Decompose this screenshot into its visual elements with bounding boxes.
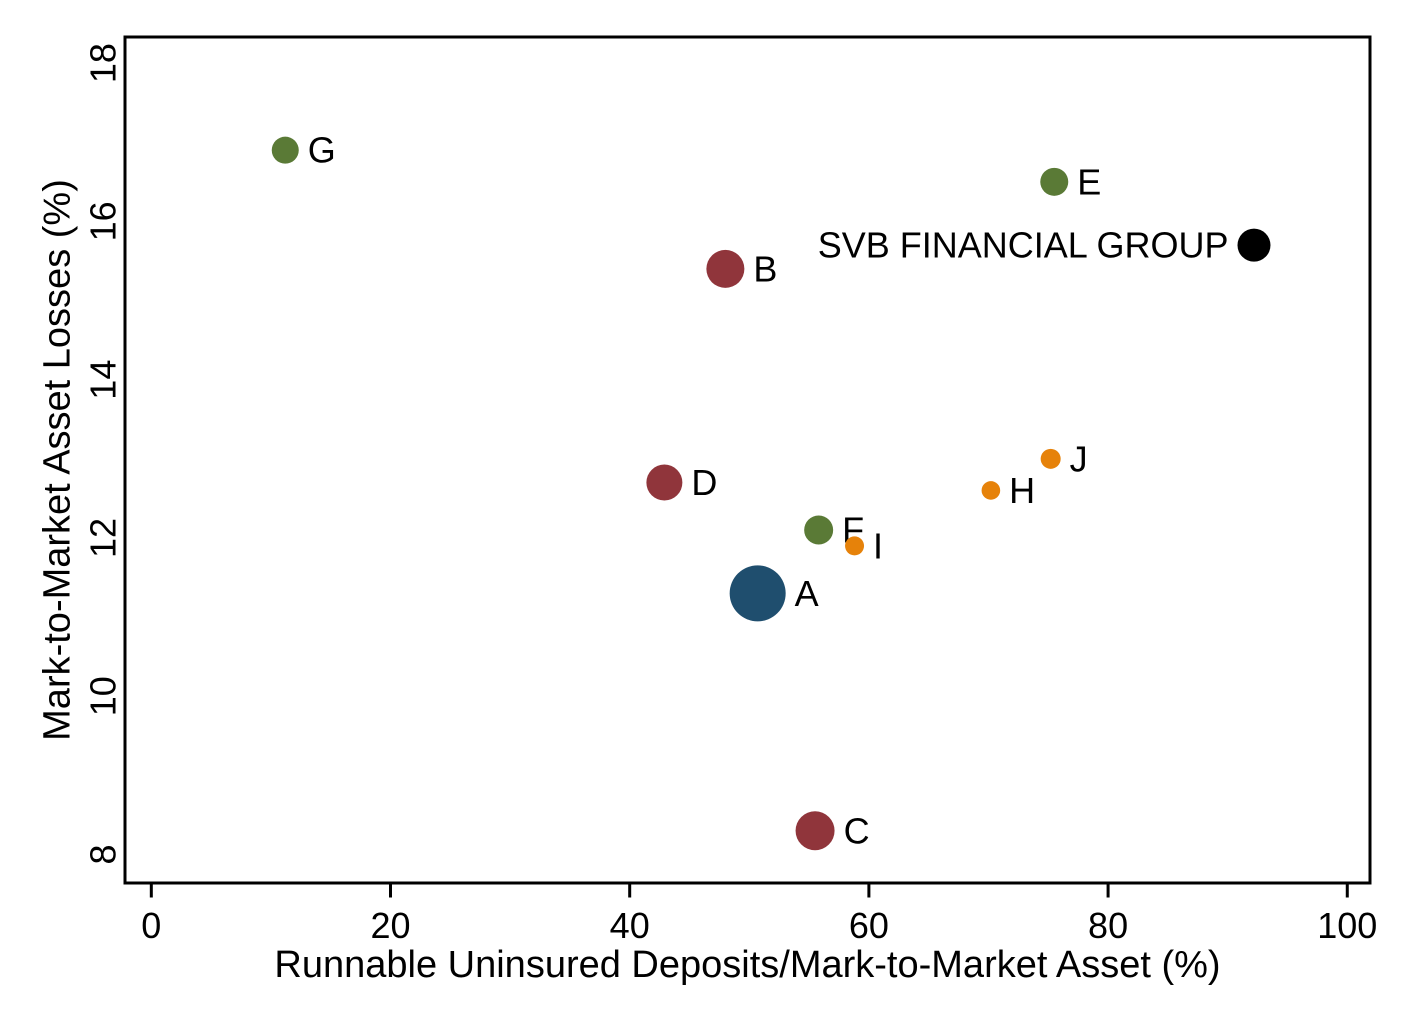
point-b [706, 249, 745, 288]
point-d [646, 464, 683, 501]
x-tick-label-80: 80 [1088, 905, 1128, 946]
point-e [1040, 167, 1069, 196]
x-axis-title: Runnable Uninsured Deposits/Mark-to-Mark… [274, 944, 1221, 986]
point-label-d: D [691, 462, 717, 503]
point-label-c: C [844, 810, 870, 851]
y-tick-label-16: 16 [83, 201, 124, 241]
x-tick-label-20: 20 [370, 905, 410, 946]
point-a [729, 565, 786, 622]
point-label-svb-financial-group: SVB FINANCIAL GROUP [818, 225, 1229, 266]
point-j [1040, 448, 1061, 469]
plot-border [123, 35, 1372, 885]
x-tick-label-40: 40 [610, 905, 650, 946]
y-tick-label-18: 18 [83, 43, 124, 83]
x-tick-label-60: 60 [849, 905, 889, 946]
point-c [795, 811, 835, 851]
point-h [981, 481, 1001, 500]
point-label-j: J [1070, 438, 1088, 479]
point-label-b: B [753, 248, 777, 289]
x-tick-label-0: 0 [141, 905, 161, 946]
y-tick-label-8: 8 [83, 844, 124, 864]
point-label-h: H [1009, 470, 1035, 511]
point-svb-financial-group [1237, 228, 1271, 262]
point-label-e: E [1077, 161, 1101, 202]
y-tick-label-10: 10 [83, 676, 124, 716]
y-tick-label-14: 14 [83, 360, 124, 400]
point-label-i: I [873, 525, 883, 566]
x-tick-label-100: 100 [1317, 905, 1377, 946]
point-g [271, 136, 299, 164]
point-label-a: A [795, 573, 819, 614]
point-i [845, 536, 865, 556]
y-tick-label-12: 12 [83, 518, 124, 558]
point-f [804, 515, 834, 545]
point-label-g: G [308, 130, 336, 171]
y-axis-title: Mark-to-Market Asset Losses (%) [36, 179, 79, 741]
